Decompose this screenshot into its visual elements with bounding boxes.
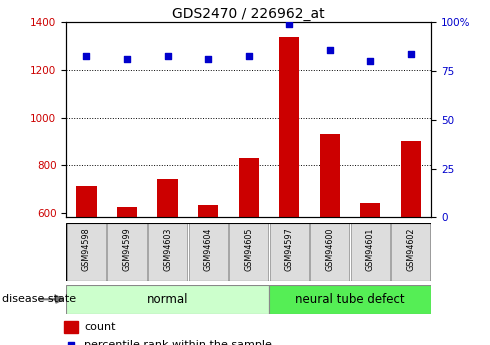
- Bar: [319, 134, 340, 345]
- Text: GSM94597: GSM94597: [285, 227, 294, 271]
- Bar: [279, 37, 299, 345]
- Text: GSM94601: GSM94601: [366, 227, 375, 270]
- Point: [407, 51, 415, 56]
- Bar: [117, 207, 137, 345]
- Text: count: count: [84, 322, 116, 332]
- Point: [123, 57, 131, 62]
- Text: GSM94604: GSM94604: [204, 227, 213, 270]
- Bar: [229, 223, 268, 281]
- Bar: [270, 223, 309, 281]
- Bar: [148, 223, 187, 281]
- Point: [326, 47, 334, 52]
- Text: neural tube defect: neural tube defect: [295, 293, 405, 306]
- Text: GSM94599: GSM94599: [122, 227, 131, 271]
- Text: GSM94605: GSM94605: [244, 227, 253, 271]
- Bar: [392, 223, 431, 281]
- Bar: [269, 285, 431, 314]
- Bar: [107, 223, 147, 281]
- Point: [204, 57, 212, 62]
- Text: disease state: disease state: [2, 294, 76, 304]
- Bar: [401, 141, 421, 345]
- Text: normal: normal: [147, 293, 188, 306]
- Text: GSM94603: GSM94603: [163, 227, 172, 270]
- Text: GSM94602: GSM94602: [406, 227, 416, 271]
- Point: [82, 53, 90, 58]
- Bar: [360, 203, 381, 345]
- Bar: [189, 223, 228, 281]
- Bar: [66, 223, 431, 281]
- Point: [245, 53, 253, 58]
- Point: [367, 59, 374, 64]
- Point: [164, 53, 171, 58]
- Bar: [239, 158, 259, 345]
- Bar: [64, 321, 78, 333]
- Bar: [76, 186, 97, 345]
- Bar: [67, 223, 106, 281]
- Bar: [351, 223, 390, 281]
- Bar: [198, 206, 218, 345]
- Text: percentile rank within the sample: percentile rank within the sample: [84, 340, 272, 345]
- Point: [67, 343, 74, 345]
- Bar: [310, 223, 349, 281]
- Point: [285, 22, 293, 27]
- Text: GSM94598: GSM94598: [82, 227, 91, 271]
- Text: GSM94600: GSM94600: [325, 227, 334, 270]
- Bar: [157, 179, 178, 345]
- Title: GDS2470 / 226962_at: GDS2470 / 226962_at: [172, 7, 325, 21]
- Bar: [66, 285, 269, 314]
